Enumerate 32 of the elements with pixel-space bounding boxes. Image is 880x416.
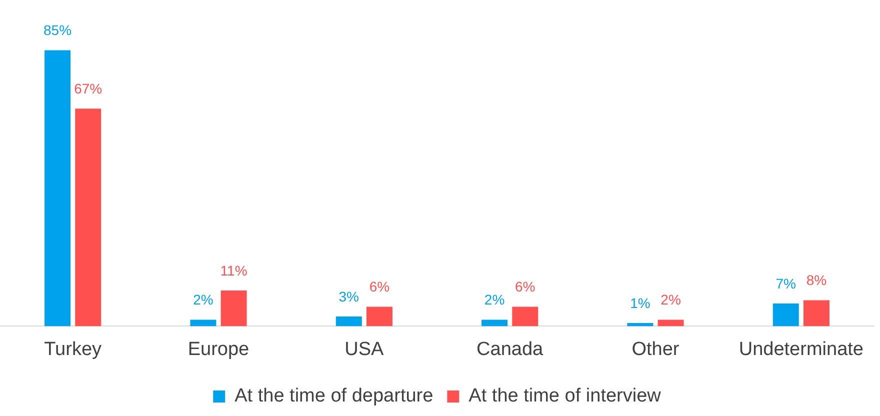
x-tick-label: Europe bbox=[188, 338, 250, 360]
data-label: 3% bbox=[338, 288, 359, 304]
x-tick-label: Other bbox=[632, 338, 680, 360]
bar bbox=[336, 316, 362, 326]
bar bbox=[75, 108, 102, 326]
data-label: 11% bbox=[220, 262, 248, 278]
bar bbox=[658, 320, 684, 326]
bar bbox=[627, 322, 654, 326]
bar bbox=[482, 320, 508, 326]
data-label: 85% bbox=[44, 22, 72, 38]
data-label: 2% bbox=[484, 292, 505, 308]
data-label: 6% bbox=[369, 278, 390, 295]
bar bbox=[772, 303, 799, 326]
data-label: 2% bbox=[193, 292, 214, 308]
x-tick-label: Canada bbox=[476, 338, 544, 360]
bar bbox=[44, 50, 71, 326]
bar bbox=[190, 320, 216, 326]
data-label: 1% bbox=[630, 294, 650, 311]
bar bbox=[512, 306, 538, 326]
bar bbox=[220, 290, 247, 326]
bar bbox=[366, 306, 392, 326]
x-tick-label: Turkey bbox=[44, 338, 102, 360]
data-label: 2% bbox=[660, 292, 681, 308]
legend-label: At the time of departure bbox=[234, 386, 434, 407]
x-tick-label: USA bbox=[344, 338, 384, 360]
x-tick-label: Undeterminate bbox=[738, 338, 864, 360]
legend-label: At the time of interview bbox=[468, 386, 662, 407]
data-label: 8% bbox=[806, 272, 827, 288]
data-label: 6% bbox=[515, 278, 536, 295]
data-label: 67% bbox=[74, 80, 102, 97]
data-label: 7% bbox=[776, 275, 796, 292]
bar bbox=[803, 300, 830, 326]
